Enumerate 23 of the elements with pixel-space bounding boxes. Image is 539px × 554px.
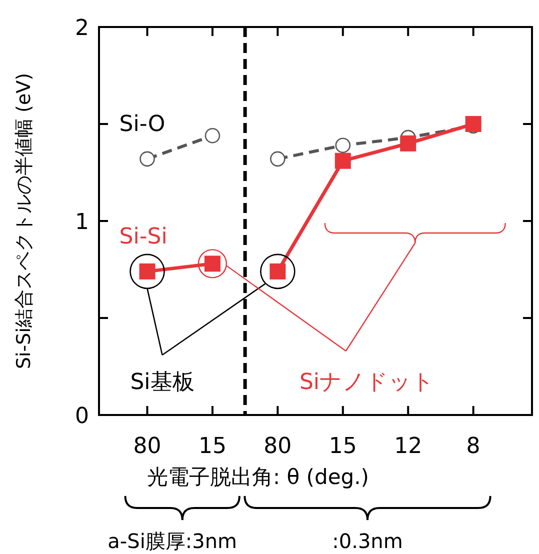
x-tick-label: 15	[198, 434, 226, 459]
x-tick-label: 80	[133, 434, 162, 459]
point	[334, 152, 351, 169]
y-tick-label: 2	[75, 16, 89, 41]
x-tick-label: 12	[394, 434, 422, 459]
point	[400, 135, 416, 152]
annotation: Siナノドット	[299, 370, 435, 395]
point	[270, 151, 286, 167]
x-axis-title: 光電子脱出角: θ (deg.)	[147, 465, 369, 489]
y-tick-label: 0	[75, 404, 89, 429]
y-axis-title: Si-Si結合スペクトルの半値幅 (eV)	[13, 72, 35, 370]
x-tick-label: 80	[264, 434, 292, 459]
annotation: Si基板	[130, 370, 194, 395]
x-tick-label: 8	[466, 434, 480, 459]
series-label: Si-O	[119, 112, 166, 137]
text: a-Si膜厚:3nm	[108, 529, 238, 553]
y-tick-label: 1	[75, 210, 89, 235]
text: :0.3nm	[332, 529, 403, 553]
series-label: Si-Si	[119, 224, 168, 250]
point	[140, 151, 155, 167]
x-tick-label: 15	[328, 434, 357, 459]
point	[335, 138, 351, 153]
point	[204, 128, 220, 144]
